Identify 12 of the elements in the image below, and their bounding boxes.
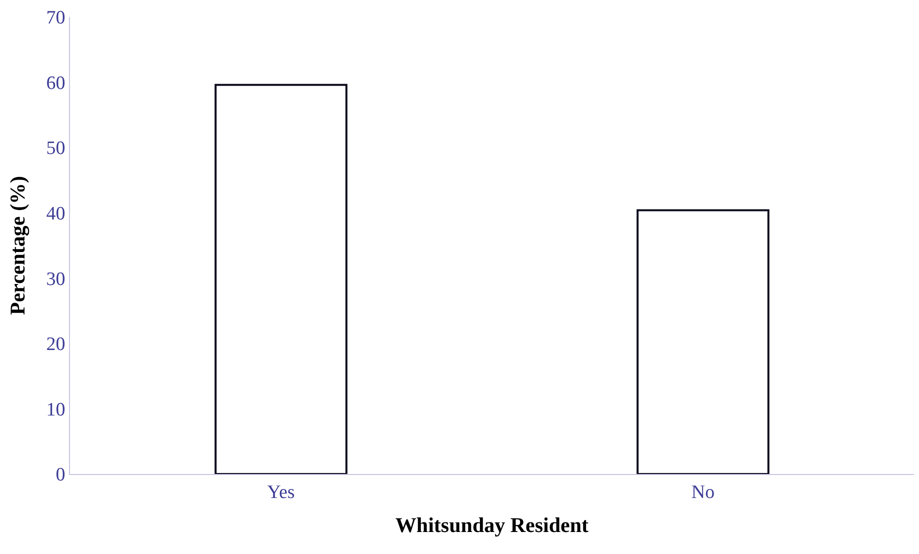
y-axis-title: Percentage (%) [5, 176, 30, 315]
x-tick-label: No [691, 482, 715, 503]
y-tick-label: 10 [46, 399, 66, 420]
y-tick-label: 70 [46, 8, 66, 29]
y-tick-label: 40 [46, 204, 66, 225]
y-tick-label: 60 [46, 72, 66, 94]
x-tick-label: Yes [267, 482, 295, 503]
x-axis-title: Whitsunday Resident [395, 513, 589, 537]
y-tick-label: 50 [46, 138, 66, 160]
y-tick-label: 20 [46, 334, 66, 356]
y-tick-label: 30 [46, 268, 66, 290]
y-tick-label: 0 [56, 464, 66, 486]
